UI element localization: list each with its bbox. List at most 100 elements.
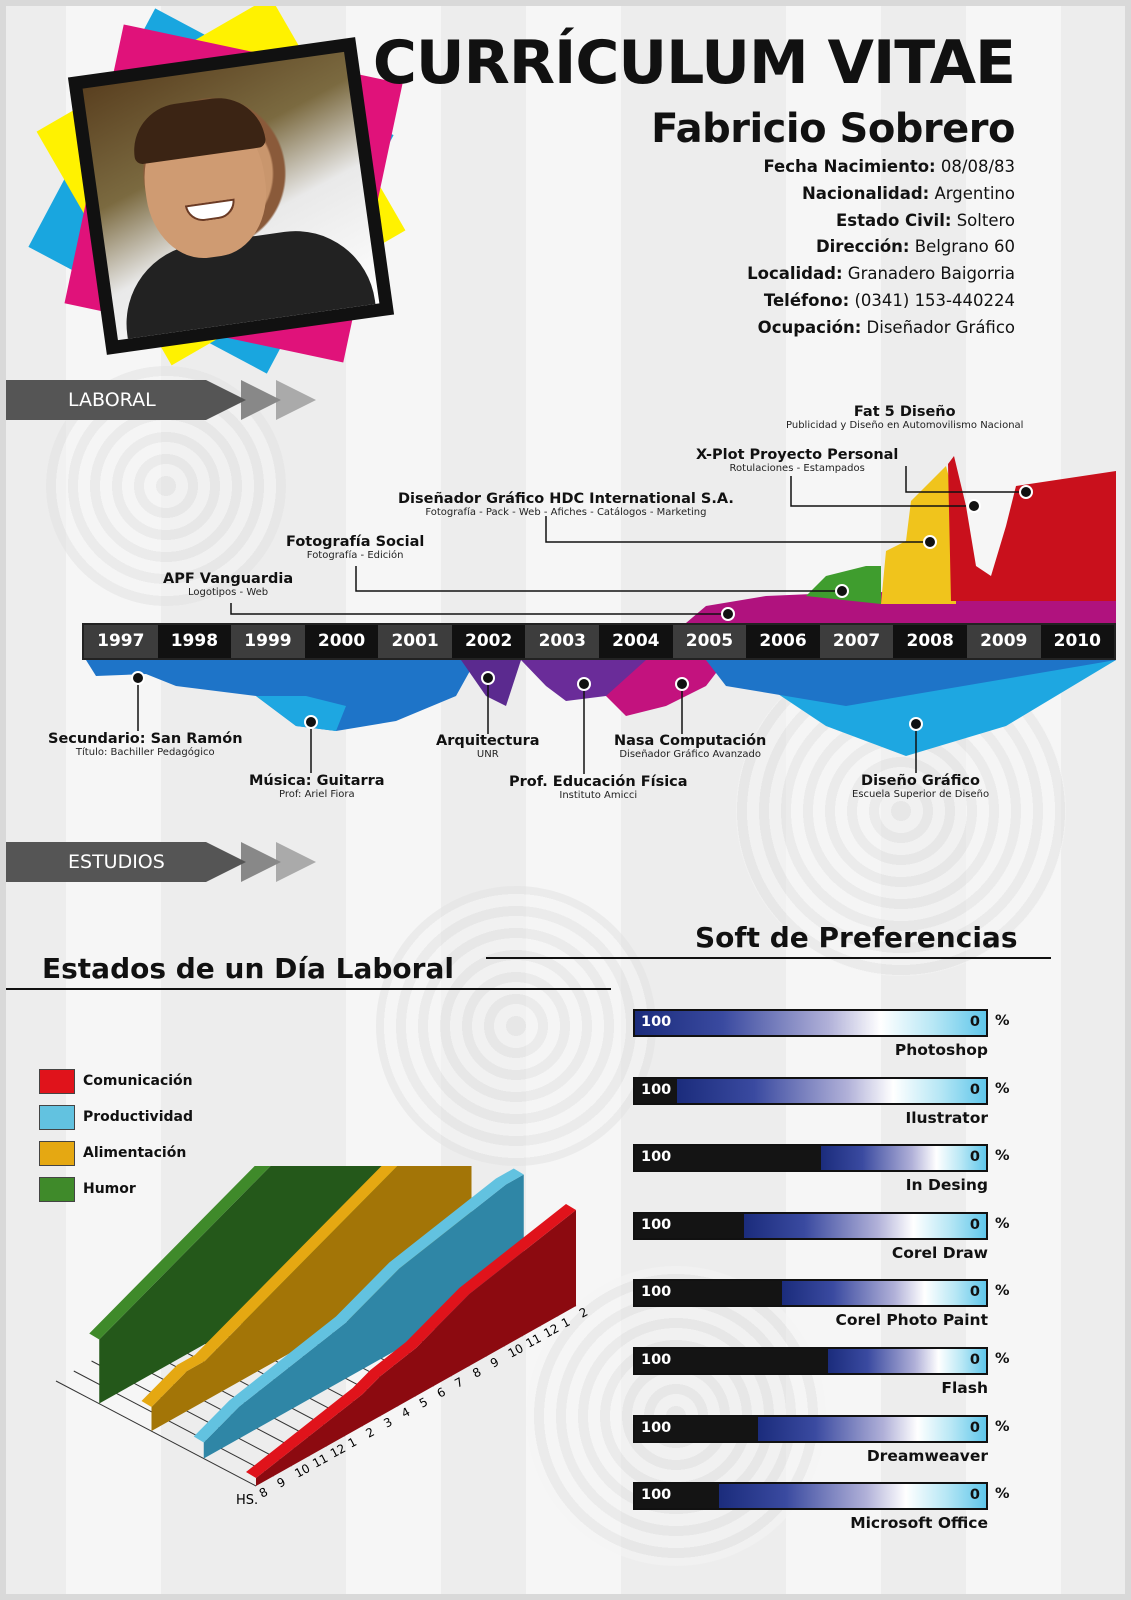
skill-min-label: 0: [969, 1149, 980, 1166]
study-musica: Música: Guitarra Prof: Ariel Fiora: [249, 773, 385, 800]
skill-name: Corel Draw: [891, 1243, 988, 1262]
skill-min-label: 0: [969, 1081, 980, 1098]
skill-percent-sign: %: [995, 1148, 1010, 1165]
skill-fill: [635, 1011, 986, 1035]
skill-name: Flash: [941, 1379, 988, 1397]
legend-item: Comunicación: [39, 1063, 193, 1099]
skill-percent-sign: %: [995, 1013, 1010, 1029]
chart-legend: Comunicación Productividad Alimentación …: [39, 1063, 193, 1207]
skill-min-label: 0: [969, 1284, 980, 1301]
chart-series-top-productividad: [193, 1168, 524, 1443]
chart-tick-label: 12: [328, 1441, 348, 1461]
info-row: Fecha Nacimiento: 08/08/83: [763, 157, 1015, 176]
study-secundario: Secundario: San Ramón Título: Bachiller P…: [48, 731, 243, 758]
skill-min-label: 0: [969, 1352, 980, 1368]
skill-name: Ilustrator: [905, 1108, 988, 1127]
skill-bar: 100 0: [633, 1076, 988, 1105]
skill-max-label: 100: [641, 1284, 672, 1301]
chart-tick-label: 9: [275, 1475, 288, 1491]
chart-tick-label: 10: [292, 1461, 312, 1481]
cv-page: CURRÍCULUM VITAE Fabricio Sobrero Fecha …: [6, 6, 1125, 1594]
chart-series-alimentación: [151, 1166, 472, 1431]
year-label: 2001: [378, 625, 452, 658]
year-label: 1998: [157, 625, 232, 658]
skill-max-label: 100: [641, 1419, 672, 1436]
skill-fill: [677, 1078, 986, 1103]
bg-rings: [376, 886, 656, 1166]
chart-tick-label: 1: [346, 1435, 359, 1451]
info-row: Estado Civil: Soltero: [836, 210, 1015, 230]
dia-laboral-title: Estados de un Día Laboral: [42, 952, 454, 985]
skill-min-label: 0: [969, 1419, 980, 1436]
chart-tick-label: 8: [257, 1485, 270, 1501]
chart-series-top-humor: [89, 1166, 271, 1340]
chart-tick-label: 4: [399, 1405, 412, 1421]
skill-fill: [743, 1213, 986, 1238]
skill-fill: [821, 1146, 986, 1171]
skill-max-label: 100: [641, 1487, 672, 1504]
study-arquitectura: Arquitectura UNR: [436, 733, 540, 760]
skill-max-label: 100: [641, 1081, 672, 1098]
person-name: Fabricio Sobrero: [651, 106, 1015, 152]
skill-max-label: 100: [641, 1352, 672, 1368]
software-skill: 100 0% Microsoft Office: [633, 1482, 1024, 1542]
chart-axis-label: HS.: [236, 1493, 258, 1508]
skill-bar: 100 0: [633, 1414, 988, 1443]
study-nasa: Nasa Computación Diseñador Gráfico Avanza…: [614, 733, 767, 760]
chart-tick-label: 1: [559, 1315, 572, 1331]
chart-tick-label: 11: [310, 1451, 330, 1471]
skill-max-label: 100: [641, 1149, 672, 1166]
chart-tick-label: 2: [364, 1425, 377, 1441]
study-educacion-fisica: Prof. Educación Física Instituto Amicci: [509, 774, 688, 801]
chart-series-productividad: [203, 1174, 524, 1459]
legend-item: Alimentación: [39, 1135, 193, 1171]
skill-bar: 100 0: [633, 1347, 988, 1375]
chart-series-top-comunicación: [246, 1204, 576, 1478]
chart-tick-label: 8: [470, 1365, 483, 1381]
skill-name: Dreamweaver: [866, 1446, 988, 1465]
year-label: 1997: [84, 625, 158, 658]
chart-tick-label: 12: [541, 1321, 561, 1341]
skill-min-label: 0: [969, 1014, 980, 1030]
study-diseno-grafico: Diseño Gráfico Escuela Superior de Diseño: [852, 773, 990, 800]
skill-bar: 100 0: [633, 1009, 988, 1037]
chart-tick-label: 5: [417, 1395, 430, 1411]
skill-bar: 100 0: [633, 1482, 988, 1511]
skill-fill: [757, 1416, 986, 1441]
job-fat5: Fat 5 Diseño Publicidad y Diseño en Autom…: [786, 404, 1024, 431]
software-skill: 100 0% Corel Photo Paint: [633, 1279, 1024, 1339]
chart-tick-label: 3: [381, 1415, 394, 1431]
page-title: CURRÍCULUM VITAE: [372, 28, 1016, 98]
info-row: Localidad: Granadero Baigorria: [747, 264, 1015, 284]
legend-swatch-alimentacion: [39, 1140, 75, 1166]
year-label: 1999: [231, 625, 305, 658]
skill-bar: 100 0: [633, 1144, 988, 1173]
job-apf: APF Vanguardia Logotipos - Web: [163, 571, 294, 598]
legend-swatch-productividad: [39, 1104, 75, 1130]
skill-name: Microsoft Office: [850, 1514, 988, 1533]
skill-max-label: 100: [641, 1014, 672, 1030]
software-skill: 100 0% Corel Draw: [633, 1211, 1024, 1272]
year-label: 2000: [304, 625, 379, 658]
year-label: 2006: [746, 625, 820, 658]
skill-percent-sign: %: [995, 1351, 1010, 1367]
personal-info: Fecha Nacimiento: 08/08/83 Nacionalidad:…: [747, 154, 1015, 342]
chart-tick-label: 11: [524, 1331, 544, 1351]
legend-item: Productividad: [39, 1099, 193, 1135]
timeline-years: 1997 1998 1999 2000 2001 2002 2003 2004 …: [82, 623, 1116, 660]
chart-tick-label: 6: [435, 1385, 448, 1401]
skill-bar: 100 0: [633, 1211, 988, 1240]
year-label: 2005: [672, 625, 747, 658]
legend-item: Humor: [39, 1171, 193, 1207]
year-label: 2003: [525, 625, 600, 658]
legend-swatch-humor: [39, 1176, 75, 1202]
year-label: 2004: [599, 625, 673, 658]
skill-name: Photoshop: [894, 1041, 988, 1059]
chart-tick-label: 9: [488, 1355, 501, 1371]
skill-min-label: 0: [969, 1487, 980, 1504]
skill-name: In Desing: [905, 1176, 988, 1195]
info-row: Teléfono: (0341) 153-440224: [763, 290, 1015, 310]
software-skill: 100 0% Flash: [633, 1347, 1024, 1407]
chart-tick-label: 7: [452, 1375, 465, 1391]
